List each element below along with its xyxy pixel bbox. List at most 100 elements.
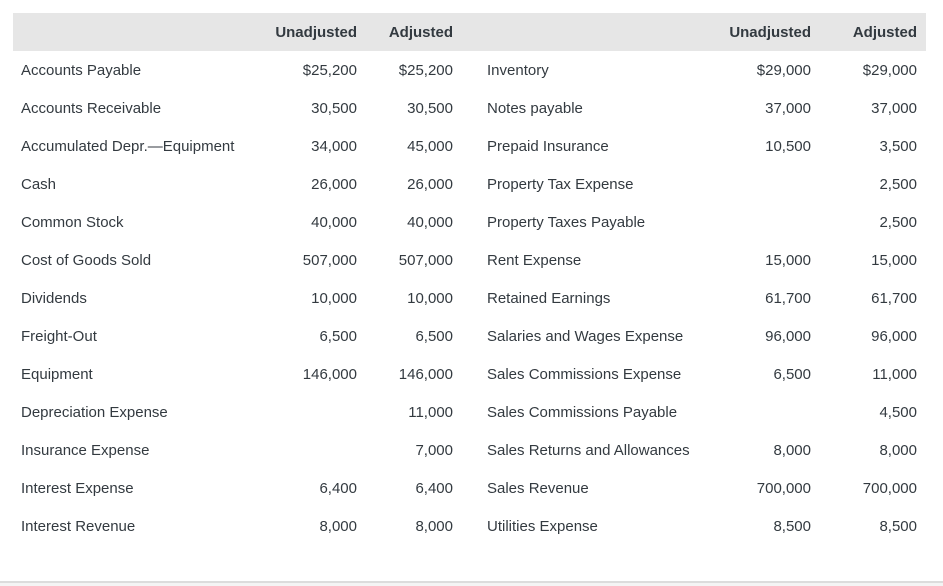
right-unadjusted-value: 8,500 [773,517,811,535]
right-adjusted-value: 2,500 [879,175,917,193]
header-right-account [453,13,716,51]
table-row: Cash 26,000 26,000 Property Tax Expense … [13,165,926,203]
left-account-name: Equipment [21,365,93,383]
left-adjusted-value: 8,000 [415,517,453,535]
right-adjusted-value: 96,000 [871,327,917,345]
right-adjusted-value: 61,700 [871,289,917,307]
right-unadjusted-value: 61,700 [765,289,811,307]
header-left-account [13,13,263,51]
left-account-name: Insurance Expense [21,441,150,459]
right-adjusted-value: 15,000 [871,251,917,269]
left-account-name: Dividends [21,289,87,307]
left-unadjusted-value: 8,000 [319,517,357,535]
left-unadjusted-value [263,431,357,469]
left-adjusted-value: 30,500 [407,99,453,117]
left-adjusted-value: 26,000 [407,175,453,193]
right-unadjusted-value [716,393,811,431]
table-row: Accounts Payable $25,200 $25,200 Invento… [13,51,926,89]
right-account-name: Property Taxes Payable [487,213,646,231]
left-unadjusted-value: 6,500 [319,327,357,345]
right-account-name: Property Tax Expense [487,175,634,193]
header-left-unadjusted: Unadjusted [275,23,357,41]
left-adjusted-value: 6,400 [415,479,453,497]
left-unadjusted-value: 34,000 [311,137,357,155]
left-unadjusted-value: 30,500 [311,99,357,117]
right-unadjusted-value: $29,000 [756,61,811,79]
table-row: Depreciation Expense 11,000 Sales Commis… [13,393,926,431]
right-account-name: Salaries and Wages Expense [487,327,684,345]
table-row: Accounts Receivable 30,500 30,500 Notes … [13,89,926,127]
right-adjusted-value: 8,000 [879,441,917,459]
right-unadjusted-value [716,165,811,203]
right-unadjusted-value [716,203,811,241]
right-adjusted-value: 8,500 [879,517,917,535]
left-account-name: Accounts Receivable [21,99,162,117]
right-account-name: Sales Revenue [487,479,589,497]
right-account-name: Sales Returns and Allowances [487,441,690,459]
left-unadjusted-value [263,393,357,431]
table-row: Insurance Expense 7,000 Sales Returns an… [13,431,926,469]
left-account-name: Common Stock [21,213,124,231]
right-unadjusted-value: 6,500 [773,365,811,383]
left-adjusted-value: 11,000 [408,403,453,421]
right-adjusted-value: 4,500 [879,403,917,421]
table-row: Common Stock 40,000 40,000 Property Taxe… [13,203,926,241]
right-adjusted-value: 3,500 [879,137,917,155]
left-account-name: Interest Expense [21,479,134,497]
left-unadjusted-value: 146,000 [302,365,357,383]
left-adjusted-value: 6,500 [415,327,453,345]
right-adjusted-value: 11,000 [872,365,917,383]
left-unadjusted-value: 10,000 [311,289,357,307]
left-account-name: Depreciation Expense [21,403,168,421]
left-unadjusted-value: $25,200 [302,61,357,79]
trial-balance-table: Unadjusted Adjusted Unadjusted Adjusted … [13,13,926,545]
bottom-edge [0,583,943,586]
header-left-adjusted: Adjusted [388,23,453,41]
right-unadjusted-value: 10,500 [765,137,811,155]
table-row: Freight-Out 6,500 6,500 Salaries and Wag… [13,317,926,355]
left-adjusted-value: 10,000 [407,289,453,307]
right-unadjusted-value: 96,000 [765,327,811,345]
table-row: Accumulated Depr.—Equipment 34,000 45,00… [13,127,926,165]
right-unadjusted-value: 700,000 [756,479,811,497]
left-unadjusted-value: 6,400 [319,479,357,497]
right-account-name: Notes payable [487,99,583,117]
table-row: Dividends 10,000 10,000 Retained Earning… [13,279,926,317]
right-account-name: Sales Commissions Payable [487,403,678,421]
right-unadjusted-value: 8,000 [773,441,811,459]
left-adjusted-value: 146,000 [398,365,453,383]
right-account-name: Inventory [487,61,549,79]
right-adjusted-value: $29,000 [862,61,917,79]
left-adjusted-value: 45,000 [407,137,453,155]
right-account-name: Prepaid Insurance [487,137,609,155]
left-account-name: Freight-Out [21,327,97,345]
left-adjusted-value: $25,200 [398,61,453,79]
left-unadjusted-value: 40,000 [311,213,357,231]
left-account-name: Interest Revenue [21,517,136,535]
left-account-name: Accumulated Depr.—Equipment [21,137,235,155]
right-account-name: Rent Expense [487,251,582,269]
right-account-name: Retained Earnings [487,289,611,307]
table-row: Equipment 146,000 146,000 Sales Commissi… [13,355,926,393]
left-unadjusted-value: 507,000 [302,251,357,269]
right-account-name: Sales Commissions Expense [487,365,682,383]
left-adjusted-value: 40,000 [407,213,453,231]
right-unadjusted-value: 37,000 [765,99,811,117]
right-unadjusted-value: 15,000 [765,251,811,269]
table-row: Interest Revenue 8,000 8,000 Utilities E… [13,507,926,545]
right-account-name: Utilities Expense [487,517,598,535]
table-header-row: Unadjusted Adjusted Unadjusted Adjusted [13,13,926,51]
left-adjusted-value: 7,000 [415,441,453,459]
left-account-name: Cost of Goods Sold [21,251,152,269]
left-account-name: Accounts Payable [21,61,142,79]
right-adjusted-value: 37,000 [871,99,917,117]
bottom-divider [0,581,943,583]
header-right-adjusted: Adjusted [852,23,917,41]
table-row: Interest Expense 6,400 6,400 Sales Reven… [13,469,926,507]
left-unadjusted-value: 26,000 [311,175,357,193]
table-row: Cost of Goods Sold 507,000 507,000 Rent … [13,241,926,279]
header-right-unadjusted: Unadjusted [729,23,811,41]
right-adjusted-value: 700,000 [862,479,917,497]
left-adjusted-value: 507,000 [398,251,453,269]
right-adjusted-value: 2,500 [879,213,917,231]
